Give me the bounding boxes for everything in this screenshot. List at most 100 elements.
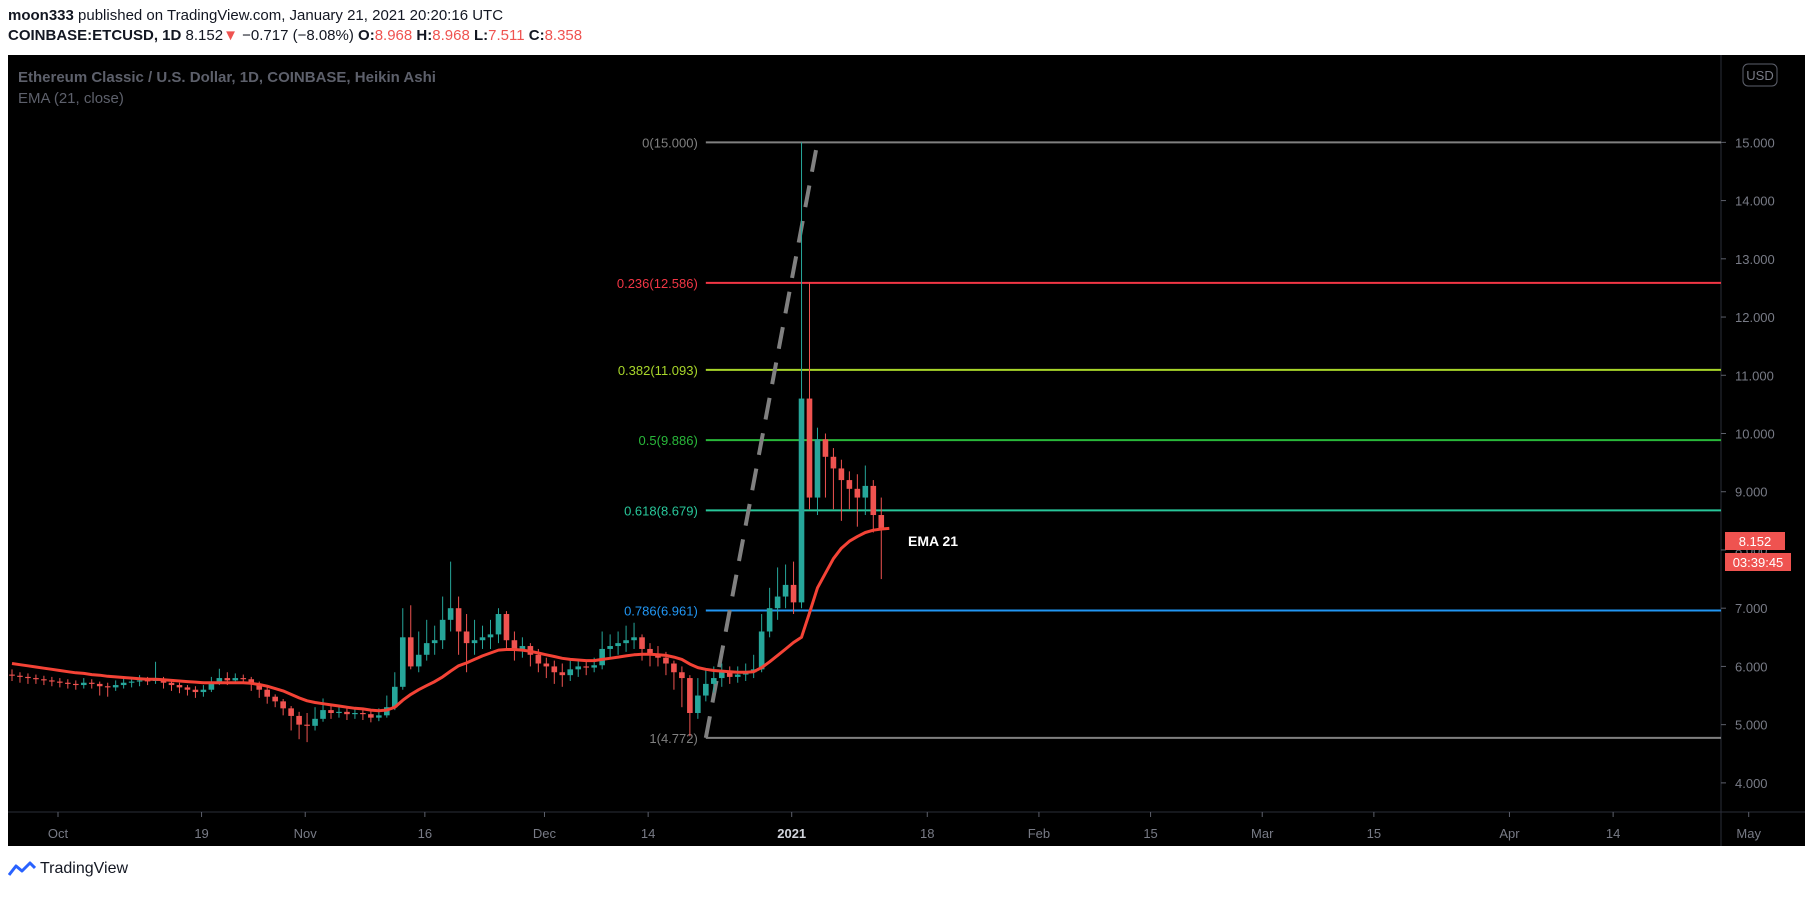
candle-body [862,485,869,498]
candle-body [663,657,669,664]
candle-body [599,648,605,666]
candle-body [200,689,207,693]
candle-body [471,640,478,644]
price-tick-label: 4.000 [1735,776,1768,791]
candle-body [559,672,566,676]
candle-body [80,682,87,686]
candle-body [248,679,255,684]
candle-body [41,679,47,681]
candle-body [711,678,717,684]
price-tick-label: 5.000 [1735,718,1768,733]
high-label: H: [416,27,433,44]
candle-body [838,468,845,481]
candle-body [144,680,151,682]
candle-body [575,666,582,670]
countdown-label: 03:39:45 [1733,555,1784,570]
high-value: 8.968 [432,27,470,44]
candle-body [33,678,39,680]
candle-body [487,634,494,638]
ema-21-line [11,526,890,713]
candle-body [511,640,518,649]
candle-body [439,619,446,641]
price-tick-label: 13.000 [1735,252,1775,267]
candle-body [431,640,438,644]
currency-label: USD [1746,68,1773,83]
candle-body [782,584,789,597]
candle-body [734,674,741,677]
candle-body [671,663,677,673]
fib-level-label: 1(4.772) [649,731,697,746]
candle-body [57,681,63,683]
candle-body [272,696,278,702]
candle-body [758,631,765,670]
price-tick-label: 15.000 [1735,135,1775,150]
candle-body [423,643,430,655]
candle-body [336,711,342,714]
candle-body [687,678,693,714]
candle-body [790,584,797,603]
candle-body [503,614,510,641]
fib-retracement[interactable]: 0(15.000) 0.236(12.586) 0.382(11.093) 0.5(9… [617,135,1721,746]
time-tick-label: Oct [48,826,69,841]
candle-body [631,637,637,641]
candle-body [296,715,302,725]
candle-body [328,710,334,714]
time-tick-label: 15 [1143,826,1157,841]
close-value: 8.358 [544,27,583,44]
currency-badge[interactable] [1742,63,1778,87]
ohlc-line: COINBASE:ETCUSD, 1D 8.152▼ −0.717 (−8.08… [8,26,582,46]
candle-body [112,685,119,688]
candle-body [703,683,709,696]
candle-body [25,676,31,679]
fib-level-label: 0(15.000) [642,135,698,150]
chart-title: Ethereum Classic / U.S. Dollar, 1D, COIN… [18,69,436,86]
fib-level-label: 0.786(6.961) [624,603,698,618]
candle-body [280,701,286,709]
fib-level-label: 0.5(9.886) [639,433,698,448]
candle-body [120,682,127,686]
candle-body [240,678,247,680]
candle-body [208,682,215,690]
time-axis[interactable]: Oct 19 Nov 16 Dec 14 2021 18 Feb 15 Mar 15 Apr 14 May [48,812,1762,841]
chart-header: moon333 published on TradingView.com, Ja… [8,6,582,46]
symbol-label: COINBASE:ETCUSD, 1D [8,27,182,44]
candle-body [623,640,629,644]
price-tick-label: 14.000 [1735,194,1775,209]
ema-annotation: EMA 21 [908,533,958,549]
price-tick-label: 10.000 [1735,427,1775,442]
candle-body [128,681,135,683]
candle-body [17,675,23,677]
candle-body [73,683,79,686]
candle-body [264,689,270,697]
low-value: 7.511 [488,27,525,44]
candle-body [288,708,294,716]
candle-body [407,637,414,667]
candle-body [814,439,821,498]
candle-body [352,713,358,715]
last-price: 8.152 [185,27,224,44]
candle-body [104,686,111,688]
fib-level-label: 0.618(8.679) [624,503,698,518]
tradingview-logo[interactable]: TradingView [8,860,128,878]
candle-body [65,682,71,684]
price-tick-label: 9.000 [1735,485,1768,500]
candle-body [9,674,15,676]
time-tick-label: May [1736,826,1761,841]
candle-body [455,608,462,632]
time-tick-label: 14 [641,826,655,841]
time-tick-label: 15 [1367,826,1381,841]
candle-body [822,439,829,457]
author-name[interactable]: moon333 [8,7,74,24]
candle-body [49,680,55,682]
last-price-tag [1725,532,1785,550]
tradingview-brand: TradingView [40,860,129,877]
candle-body [96,683,103,687]
candle-body [830,456,837,469]
price-tick-label: 7.000 [1735,601,1768,616]
candle-body [551,666,558,673]
open-value: 8.968 [374,27,413,44]
candle-body [392,686,398,708]
candle-body [399,637,406,687]
